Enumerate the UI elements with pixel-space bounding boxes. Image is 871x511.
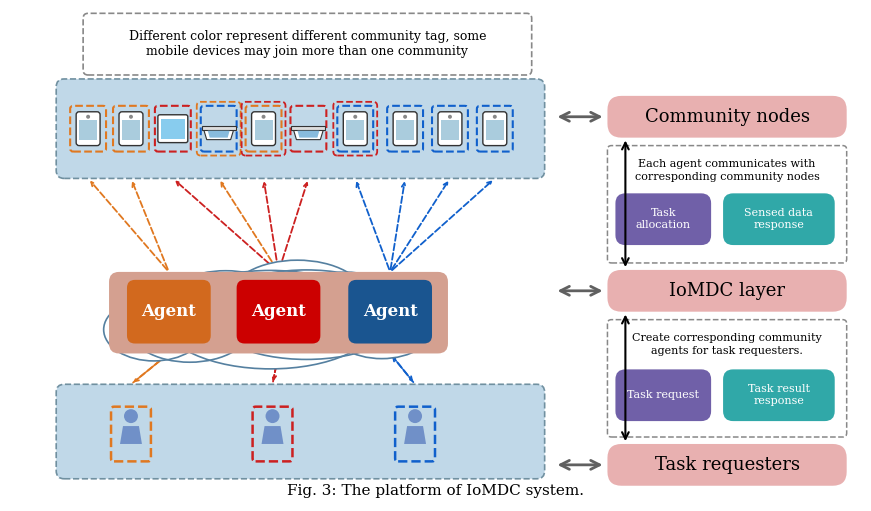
FancyBboxPatch shape	[607, 320, 847, 437]
Ellipse shape	[207, 270, 405, 359]
FancyBboxPatch shape	[348, 280, 432, 343]
Polygon shape	[297, 131, 320, 137]
FancyBboxPatch shape	[616, 369, 711, 421]
Polygon shape	[207, 131, 230, 137]
FancyBboxPatch shape	[607, 444, 847, 486]
Text: Fig. 3: The platform of IoMDC system.: Fig. 3: The platform of IoMDC system.	[287, 484, 584, 498]
Bar	[396, 120, 414, 140]
Ellipse shape	[328, 291, 436, 359]
Ellipse shape	[229, 260, 366, 335]
Polygon shape	[261, 426, 283, 444]
FancyBboxPatch shape	[57, 384, 544, 479]
FancyBboxPatch shape	[483, 112, 507, 146]
Circle shape	[354, 115, 357, 119]
FancyBboxPatch shape	[438, 112, 462, 146]
Text: Agent: Agent	[362, 303, 417, 320]
FancyBboxPatch shape	[237, 280, 321, 343]
Circle shape	[448, 115, 452, 119]
Circle shape	[129, 115, 133, 119]
FancyBboxPatch shape	[109, 272, 448, 354]
Text: agents for task requesters.: agents for task requesters.	[652, 346, 803, 357]
Circle shape	[261, 115, 266, 119]
Bar	[161, 119, 185, 138]
FancyBboxPatch shape	[616, 193, 711, 245]
Circle shape	[266, 409, 280, 423]
Circle shape	[403, 115, 407, 119]
FancyBboxPatch shape	[343, 112, 368, 146]
Text: Task
allocation: Task allocation	[636, 208, 691, 230]
FancyBboxPatch shape	[607, 96, 847, 137]
Text: Task request: Task request	[627, 390, 699, 400]
FancyBboxPatch shape	[127, 280, 211, 343]
FancyBboxPatch shape	[252, 112, 275, 146]
Ellipse shape	[127, 287, 253, 362]
Text: IoMDC layer: IoMDC layer	[669, 282, 785, 300]
Bar	[79, 120, 97, 140]
Bar	[441, 120, 459, 140]
Circle shape	[493, 115, 496, 119]
FancyBboxPatch shape	[76, 112, 100, 146]
Polygon shape	[202, 126, 236, 130]
Ellipse shape	[163, 270, 378, 369]
Text: Sensed data
response: Sensed data response	[745, 208, 814, 230]
Polygon shape	[204, 130, 233, 140]
Polygon shape	[120, 426, 142, 444]
FancyBboxPatch shape	[393, 112, 417, 146]
Bar	[347, 120, 364, 140]
FancyBboxPatch shape	[607, 270, 847, 312]
Bar	[254, 120, 273, 140]
Circle shape	[124, 409, 138, 423]
FancyBboxPatch shape	[607, 146, 847, 263]
Text: Agent: Agent	[251, 303, 306, 320]
Text: Task result
response: Task result response	[748, 384, 810, 406]
Text: Community nodes: Community nodes	[645, 108, 809, 126]
Circle shape	[86, 115, 90, 119]
Ellipse shape	[288, 272, 403, 347]
Bar	[486, 120, 503, 140]
Circle shape	[408, 409, 422, 423]
FancyBboxPatch shape	[158, 115, 188, 143]
FancyBboxPatch shape	[57, 79, 544, 178]
Text: Create corresponding community: Create corresponding community	[632, 333, 822, 342]
FancyBboxPatch shape	[723, 369, 834, 421]
Text: corresponding community nodes: corresponding community nodes	[635, 172, 820, 182]
Ellipse shape	[163, 271, 288, 339]
Polygon shape	[294, 130, 323, 140]
Text: Different color represent different community tag, some
mobile devices may join : Different color represent different comm…	[129, 30, 486, 58]
Polygon shape	[292, 126, 326, 130]
Bar	[122, 120, 140, 140]
Ellipse shape	[104, 298, 204, 361]
FancyBboxPatch shape	[83, 13, 531, 75]
Text: Each agent communicates with: Each agent communicates with	[638, 158, 816, 169]
Polygon shape	[404, 426, 426, 444]
FancyBboxPatch shape	[119, 112, 143, 146]
Text: Agent: Agent	[141, 303, 196, 320]
FancyBboxPatch shape	[723, 193, 834, 245]
Text: Task requesters: Task requesters	[655, 456, 800, 474]
